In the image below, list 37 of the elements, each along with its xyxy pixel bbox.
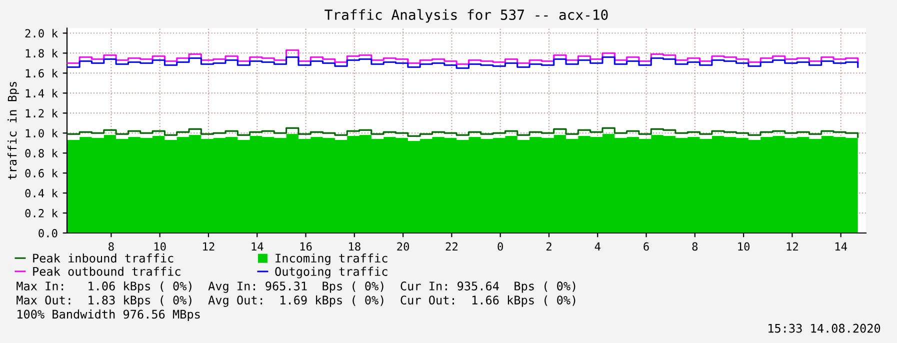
text: Max Out: 1.83 kBps ( 0%) Avg Out: 1.69 kBps ( 0%) Cur Out: 1.66 kBps ( 0%) <box>16 295 576 307</box>
y-tick-label: 2.0 k <box>25 28 58 38</box>
x-tick-label: 16 <box>300 242 312 251</box>
legend-label: Incoming traffic <box>276 253 388 265</box>
y-tick-label: 1.2 k <box>26 108 58 118</box>
legend-label: Outgoing traffic <box>275 266 388 278</box>
x-tick-label: 4 <box>594 242 600 251</box>
x-tick-label: 2 <box>546 242 552 251</box>
y-tick-label: 0.4 k <box>25 188 58 198</box>
legend-label: Peak inbound traffic <box>33 253 174 263</box>
x-tick-label: 12 <box>786 242 798 251</box>
text: 100% Bandwidth 976.56 MBps <box>18 310 200 321</box>
y-tick-label: 0.6 k <box>25 168 58 178</box>
x-tick-label: 22 <box>446 242 458 251</box>
x-tick-label: 8 <box>108 242 114 251</box>
y-tick-label: 0.8 k <box>25 148 58 158</box>
x-tick-label: 14 <box>835 242 847 251</box>
y-tick-label: 0.0 <box>38 229 58 238</box>
text: Max In: 1.06 kBps ( 0%) Avg In: 965.31 Bps ( 0%) Cur In: 935.64 Bps ( 0%) <box>16 281 576 293</box>
x-tick-label: 10 <box>738 242 750 251</box>
x-tick-label: 6 <box>644 242 649 251</box>
y-tick-label: 1.6 k <box>26 68 58 78</box>
x-tick-label: 14 <box>252 242 264 251</box>
y-tick-label: 1.4 k <box>26 88 58 98</box>
x-tick-label: 10 <box>154 242 166 251</box>
chart-title: Traffic Analysis for 537 -- acx-10 <box>324 9 608 23</box>
x-tick-label: 20 <box>397 242 410 251</box>
text: 15:33 14.08.2020 <box>768 324 880 333</box>
legend-label: Peak outbound traffic <box>33 266 180 276</box>
x-tick-label: 12 <box>203 242 214 251</box>
x-tick-label: 8 <box>692 242 698 251</box>
x-tick-label: 0 <box>498 242 503 251</box>
y-tick-label: 1.0 k <box>26 128 58 138</box>
y-tick-label: 1.8 k <box>26 48 58 58</box>
y-tick-label: 0.2 k <box>25 208 58 218</box>
x-tick-label: 18 <box>349 242 360 251</box>
y-axis-title: traffic in Bps <box>8 82 19 180</box>
